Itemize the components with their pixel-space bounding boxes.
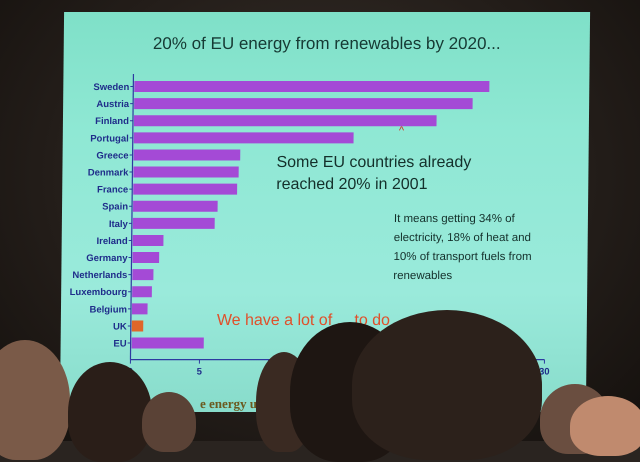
category-label: Denmark <box>88 168 129 179</box>
y-axis-line <box>130 74 133 360</box>
bar <box>132 252 159 263</box>
bar <box>133 167 238 178</box>
bar <box>133 235 164 246</box>
x-tick-label: 0 <box>128 367 133 378</box>
bar <box>134 81 489 92</box>
category-label: Luxembourg <box>70 287 128 298</box>
bar <box>132 338 204 349</box>
category-label: Ireland <box>96 236 127 247</box>
category-label: Finland <box>95 116 129 127</box>
category-label: Austria <box>96 99 130 110</box>
bar <box>134 132 354 143</box>
category-label: Sweden <box>93 82 129 93</box>
category-label: Portugal <box>90 133 129 144</box>
bar <box>134 149 241 160</box>
category-label: Greece <box>96 150 128 161</box>
bar <box>133 184 237 195</box>
category-label: Italy <box>109 219 129 230</box>
x-tick-label: 30 <box>539 367 550 378</box>
category-label: Germany <box>86 253 128 264</box>
bar <box>132 269 153 280</box>
bar <box>132 320 144 331</box>
bar <box>133 218 215 229</box>
category-label: EU <box>113 339 126 350</box>
x-tick-label: 5 <box>197 367 203 378</box>
bar <box>132 286 152 297</box>
category-label: UK <box>113 321 127 332</box>
category-label: France <box>97 185 128 196</box>
bar <box>134 115 437 126</box>
bar <box>132 303 148 314</box>
category-label: Belgium <box>89 304 127 315</box>
x-tick-label: 10 <box>263 367 274 378</box>
bar <box>133 201 218 212</box>
projected-slide: 20% of EU energy from renewables by 2020… <box>60 12 590 412</box>
bar <box>134 98 473 109</box>
bar-chart: Sweden Austria Finland Portugal Greece Denmar… <box>60 12 590 412</box>
category-label: Spain <box>102 202 128 213</box>
category-label: Netherlands <box>72 270 127 281</box>
